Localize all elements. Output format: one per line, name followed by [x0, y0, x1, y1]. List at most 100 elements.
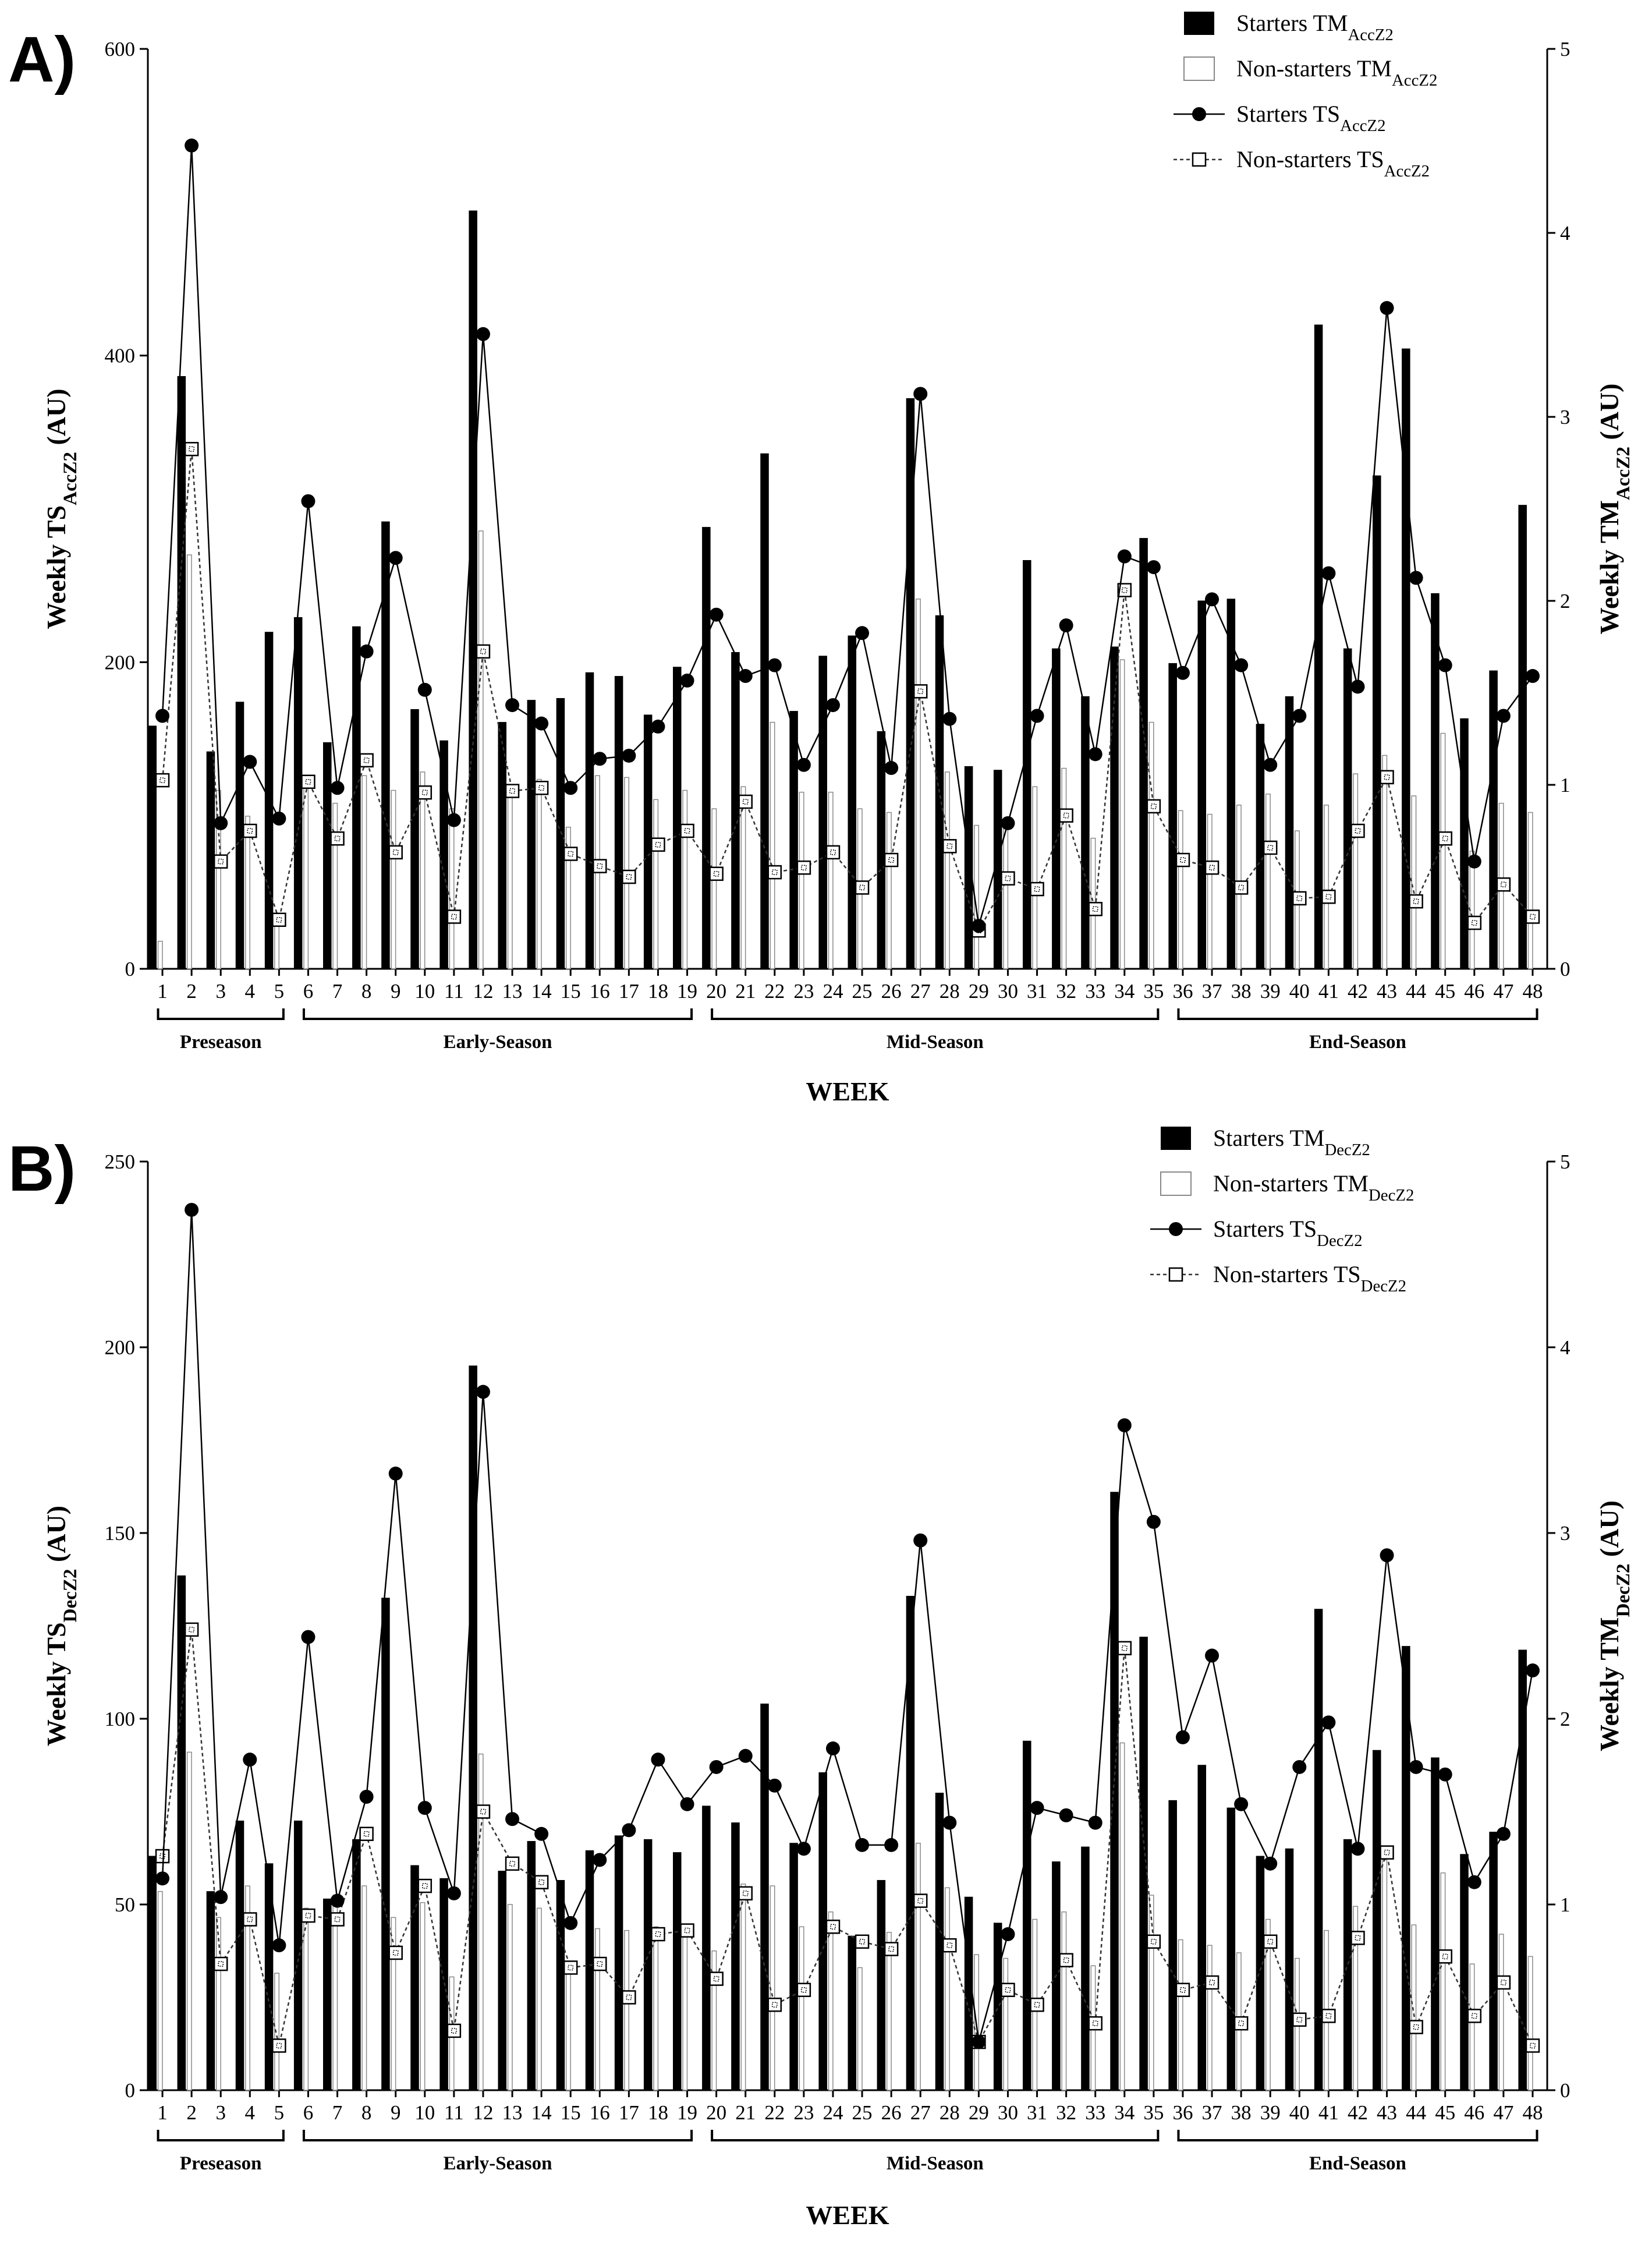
y-right-tick-label: 1: [1560, 774, 1571, 796]
panel-label: B): [8, 1133, 76, 1205]
bar-starters: [1081, 1846, 1090, 2091]
x-tick-label: 25: [852, 980, 873, 1003]
bar-non-starters: [799, 791, 804, 969]
bar-starters: [702, 1805, 711, 2091]
point-starters-ts: [359, 644, 374, 659]
point-non-starters-ts-inner: [1034, 886, 1040, 892]
point-non-starters-ts-inner: [1180, 1987, 1186, 1993]
bar-non-starters: [624, 1930, 630, 2091]
x-tick-label: 40: [1289, 2101, 1310, 2124]
line-starters-ts: [161, 145, 1533, 926]
point-non-starters-ts: [593, 1956, 607, 1971]
point-non-starters-ts: [1321, 2009, 1336, 2023]
point-non-starters-ts-inner: [742, 1890, 749, 1896]
y-right-tick-label: 0: [1560, 958, 1571, 980]
bar-starters: [177, 376, 186, 969]
x-tick-label: 28: [940, 2101, 960, 2124]
legend-symbol-bar-black: [1161, 1127, 1191, 1150]
point-starters-ts: [417, 682, 432, 697]
y-left-tick-label: 0: [125, 2079, 136, 2102]
bar-non-starters: [1353, 1906, 1359, 2091]
point-non-starters-ts: [534, 1875, 549, 1889]
bar-starters: [614, 1835, 623, 2091]
bar-starters: [1402, 348, 1410, 969]
point-starters-ts: [359, 1789, 374, 1804]
point-starters-ts: [330, 1893, 345, 1908]
legend-marker: [1192, 152, 1207, 167]
bar-starters: [1226, 599, 1236, 969]
point-non-starters-ts: [680, 1923, 694, 1938]
point-non-starters-ts-inner: [363, 1831, 370, 1837]
x-tick-label: 14: [531, 980, 552, 1003]
point-non-starters-ts-inner: [830, 849, 836, 855]
legend-swatch: [1184, 12, 1214, 35]
point-non-starters-ts-inner: [1122, 1645, 1128, 1651]
bar-starters: [935, 1793, 944, 2091]
bar-non-starters: [1061, 767, 1067, 969]
point-starters-ts: [563, 781, 578, 795]
point-starters-ts: [1234, 658, 1249, 672]
bar-non-starters: [157, 940, 163, 969]
bar-non-starters: [1265, 794, 1271, 969]
point-starters-ts: [1409, 1759, 1423, 1774]
point-non-starters-ts: [855, 880, 870, 895]
point-starters-ts: [1321, 566, 1336, 580]
bar-starters: [352, 626, 361, 969]
bar-starters: [1023, 1740, 1031, 2091]
y-left-tick-label: 50: [115, 1893, 135, 1916]
bar-non-starters: [1119, 659, 1125, 969]
phase-bracket: [711, 2130, 1160, 2141]
bar-non-starters: [653, 799, 659, 969]
bar-non-starters: [391, 1917, 396, 2091]
bar-non-starters: [770, 721, 775, 969]
point-non-starters-ts-inner: [189, 446, 194, 452]
panel-label: A): [8, 24, 76, 95]
x-tick-label: 3: [215, 2101, 226, 2124]
point-starters-ts: [272, 1938, 286, 1953]
bar-starters: [235, 1820, 244, 2091]
x-axis-title: WEEK: [806, 2200, 889, 2230]
x-tick-label: 12: [473, 2101, 493, 2124]
x-tick-label: 21: [735, 2101, 756, 2124]
point-starters-ts: [301, 1630, 315, 1644]
bar-starters: [877, 1880, 886, 2091]
bar-non-starters: [828, 1911, 834, 2091]
point-non-starters-ts-inner: [451, 2028, 457, 2034]
legend-label: Starters TMAccZ2: [1236, 10, 1394, 44]
point-non-starters-ts: [1175, 1982, 1190, 1997]
bar-starters: [381, 521, 390, 969]
bar-non-starters: [303, 775, 309, 969]
point-non-starters-ts: [1467, 915, 1482, 930]
point-non-starters-ts-inner: [1151, 803, 1157, 809]
bar-non-starters: [886, 812, 892, 969]
bar-non-starters: [274, 1973, 280, 2091]
x-tick-label: 43: [1377, 980, 1397, 1003]
point-non-starters-ts: [1204, 860, 1219, 875]
legend-symbol-dash-square: [1150, 1267, 1201, 1282]
y-axis-left-label: Weekly TSAccZ2 (AU): [41, 388, 81, 629]
bar-starters: [206, 751, 215, 969]
point-non-starters-ts: [622, 869, 636, 884]
point-non-starters-ts: [1438, 831, 1452, 846]
legend-marker: [1169, 1222, 1183, 1236]
point-starters-ts: [680, 673, 694, 688]
legend-label: Non-starters TMAccZ2: [1236, 55, 1437, 90]
bar-starters: [1081, 696, 1090, 969]
bar-starters: [1139, 1637, 1148, 2091]
bar-non-starters: [1324, 805, 1330, 969]
point-starters-ts: [1205, 592, 1219, 607]
point-starters-ts: [651, 719, 665, 734]
bar-starters: [818, 656, 827, 969]
bar-starters: [760, 1703, 769, 2091]
point-starters-ts: [972, 919, 986, 933]
x-tick-label: 38: [1231, 980, 1252, 1003]
point-non-starters-ts-inner: [247, 828, 253, 834]
point-starters-ts: [446, 813, 461, 827]
point-starters-ts: [185, 138, 199, 153]
point-non-starters-ts: [359, 1826, 374, 1842]
point-non-starters-ts-inner: [1092, 2020, 1098, 2026]
point-non-starters-ts-inner: [1180, 857, 1186, 863]
point-non-starters-ts-inner: [422, 1883, 428, 1889]
